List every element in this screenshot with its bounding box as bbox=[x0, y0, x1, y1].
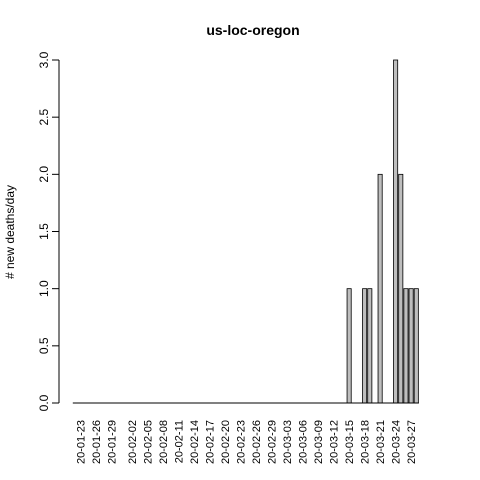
y-axis-label: # new deaths/day bbox=[3, 185, 17, 279]
x-tick-label: 20-03-21 bbox=[375, 420, 387, 464]
chart-title: us-loc-oregon bbox=[206, 22, 299, 38]
x-tick-label: 20-02-29 bbox=[267, 420, 279, 464]
bar bbox=[377, 173, 383, 404]
x-tick-label: 20-03-27 bbox=[406, 420, 418, 464]
y-tick-label: 2.5 bbox=[37, 109, 51, 126]
x-tick-label: 20-03-24 bbox=[390, 420, 402, 464]
x-tick-label: 20-02-23 bbox=[236, 420, 248, 464]
bar bbox=[367, 288, 373, 404]
y-tick-label: 2.0 bbox=[37, 166, 51, 183]
y-tick-label: 1.5 bbox=[37, 223, 51, 240]
x-tick-label: 20-02-05 bbox=[143, 420, 155, 464]
x-tick-label: 20-01-23 bbox=[75, 420, 87, 464]
x-tick-label: 20-02-08 bbox=[158, 420, 170, 464]
x-tick-label: 20-01-26 bbox=[91, 420, 103, 464]
x-tick-label: 20-02-17 bbox=[205, 420, 217, 464]
bar bbox=[346, 288, 352, 404]
bar bbox=[403, 288, 409, 404]
bar bbox=[362, 288, 368, 404]
y-tick-label: 1.0 bbox=[37, 280, 51, 297]
x-tick-label: 20-02-26 bbox=[251, 420, 263, 464]
x-axis: 20-01-23 20-01-26 20-01-29 20-02-02 20-02-05… bbox=[72, 402, 419, 464]
bar bbox=[398, 173, 404, 404]
x-tick-label: 20-03-12 bbox=[328, 420, 340, 464]
y-tick-label: 0.5 bbox=[37, 337, 51, 354]
x-tick-label: 20-01-29 bbox=[106, 420, 118, 464]
bar bbox=[413, 288, 419, 404]
x-tick-label: 20-02-02 bbox=[127, 420, 139, 464]
x-tick-label: 20-02-14 bbox=[189, 420, 201, 464]
bar bbox=[393, 59, 399, 404]
bars bbox=[346, 59, 419, 404]
x-tick-label: 20-03-03 bbox=[282, 420, 294, 464]
y-axis: 0.0 0.5 1.0 1.5 2.0 2.5 3.0 bbox=[37, 51, 60, 411]
x-tick-label: 20-02-20 bbox=[220, 420, 232, 464]
y-tick-label: 3.0 bbox=[37, 51, 51, 68]
y-tick-label: 0.0 bbox=[37, 394, 51, 411]
bar bbox=[408, 288, 414, 404]
x-tick-label: 20-03-09 bbox=[313, 420, 325, 464]
x-tick-label: 20-03-18 bbox=[359, 420, 371, 464]
x-tick-label: 20-03-06 bbox=[297, 420, 309, 464]
x-tick-label: 20-03-15 bbox=[344, 420, 356, 464]
x-tick-label: 20-02-11 bbox=[174, 420, 186, 463]
